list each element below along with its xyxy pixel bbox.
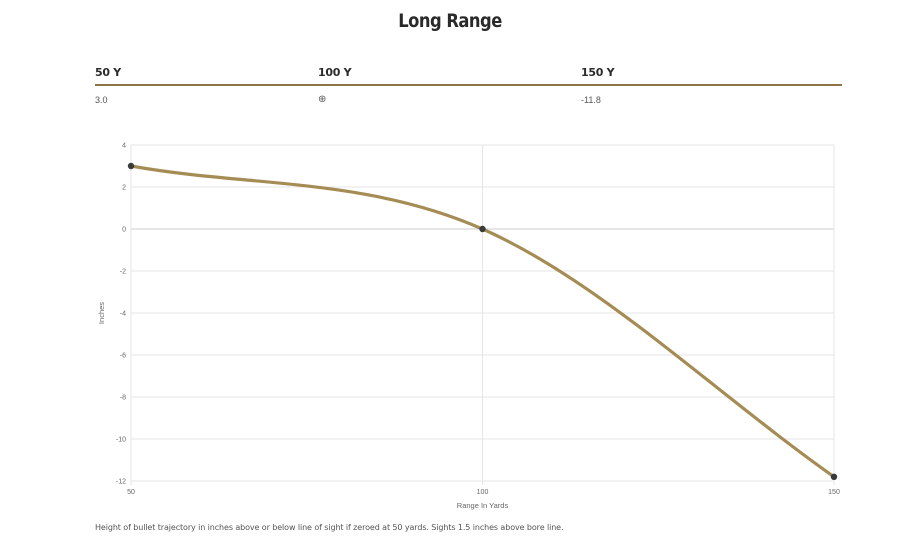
table-value-row: 3.0 ⊕ -11.8 [95, 86, 842, 110]
zero-reticle-icon: ⊕ [318, 94, 327, 105]
data-point [127, 162, 135, 170]
y-tick-label: -8 [120, 395, 126, 402]
header-100y: 100 Y [318, 66, 352, 79]
data-point [479, 225, 486, 233]
y-tick-label: 2 [122, 185, 126, 192]
y-axis-label: Inches [97, 302, 106, 324]
chart-caption: Height of bullet trajectory in inches ab… [95, 523, 564, 532]
trajectory-table: 50 Y 100 Y 150 Y 3.0 ⊕ -11.8 [95, 66, 842, 110]
header-150y: 150 Y [581, 66, 615, 79]
value-150y: -11.8 [581, 95, 601, 105]
value-50y: 3.0 [95, 95, 108, 105]
table-header-row: 50 Y 100 Y 150 Y [95, 66, 842, 86]
chart-title: Long Range [398, 10, 502, 32]
y-tick-label: -4 [120, 311, 126, 318]
y-tick-label: 4 [122, 143, 126, 150]
y-tick-label: -2 [120, 269, 126, 276]
x-tick-label: 50 [127, 489, 135, 496]
y-tick-label: -12 [116, 479, 126, 486]
header-50y: 50 Y [95, 66, 121, 79]
data-point [830, 473, 838, 480]
y-tick-label: -10 [116, 437, 126, 444]
data-points [127, 162, 838, 480]
x-tick-label: 150 [828, 489, 840, 496]
y-tick-label: 0 [122, 227, 126, 234]
y-tick-label: -6 [120, 353, 126, 360]
x-axis-label: Range In Yards [457, 501, 509, 510]
grid [130, 144, 835, 485]
x-tick-label: 100 [477, 489, 489, 496]
